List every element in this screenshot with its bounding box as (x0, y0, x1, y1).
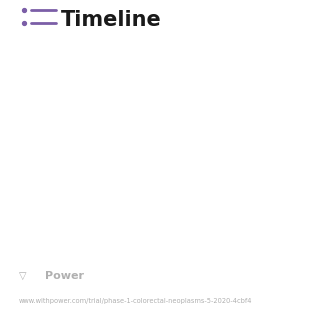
Text: Treatment ~: Treatment ~ (42, 146, 120, 159)
Text: www.withpower.com/trial/phase-1-colorectal-neoplasms-5-2020-4cbf4: www.withpower.com/trial/phase-1-colorect… (19, 298, 253, 304)
Text: 3 weeks: 3 weeks (233, 92, 285, 105)
FancyBboxPatch shape (14, 178, 306, 234)
Text: Power: Power (45, 271, 84, 281)
FancyBboxPatch shape (14, 70, 306, 126)
Text: Follow ups ~: Follow ups ~ (42, 199, 122, 213)
Text: up to 3 years: up to 3 years (202, 199, 285, 213)
Text: Timeline: Timeline (61, 10, 162, 30)
Text: ▽: ▽ (19, 271, 27, 281)
Text: Varies: Varies (247, 146, 285, 159)
FancyBboxPatch shape (14, 124, 306, 180)
Text: Screening ~: Screening ~ (42, 92, 119, 105)
